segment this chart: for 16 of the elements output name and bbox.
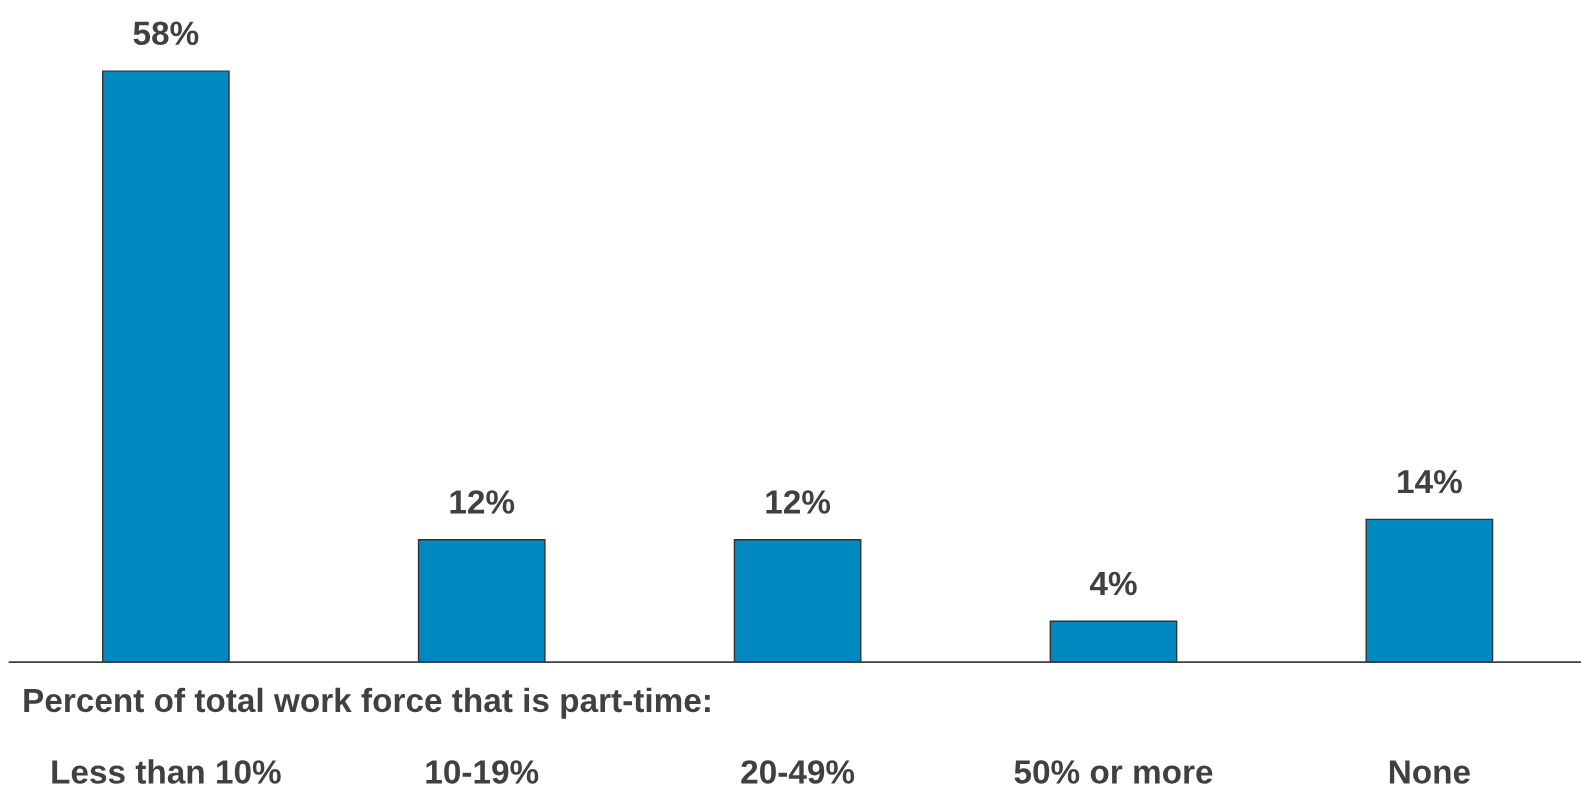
x-tick-label: 50% or more	[1014, 760, 1213, 784]
x-tick-label: None	[1389, 760, 1470, 784]
data-label: 12%	[766, 490, 831, 514]
bar	[417, 539, 546, 663]
bar	[101, 70, 230, 663]
x-tick-label: Less than 10%	[52, 759, 281, 784]
data-label: 14%	[1398, 469, 1462, 494]
x-tick-label: 10-19%	[426, 760, 539, 784]
bar	[1365, 518, 1494, 663]
bar	[1049, 620, 1178, 663]
x-axis-title: Percent of total work force that is part-time:	[24, 687, 710, 719]
data-label: 4%	[1089, 571, 1137, 596]
data-label: 12%	[450, 490, 515, 514]
data-label: 58%	[133, 21, 199, 46]
x-tick-label: 20-49%	[741, 760, 855, 784]
bar	[733, 539, 862, 663]
